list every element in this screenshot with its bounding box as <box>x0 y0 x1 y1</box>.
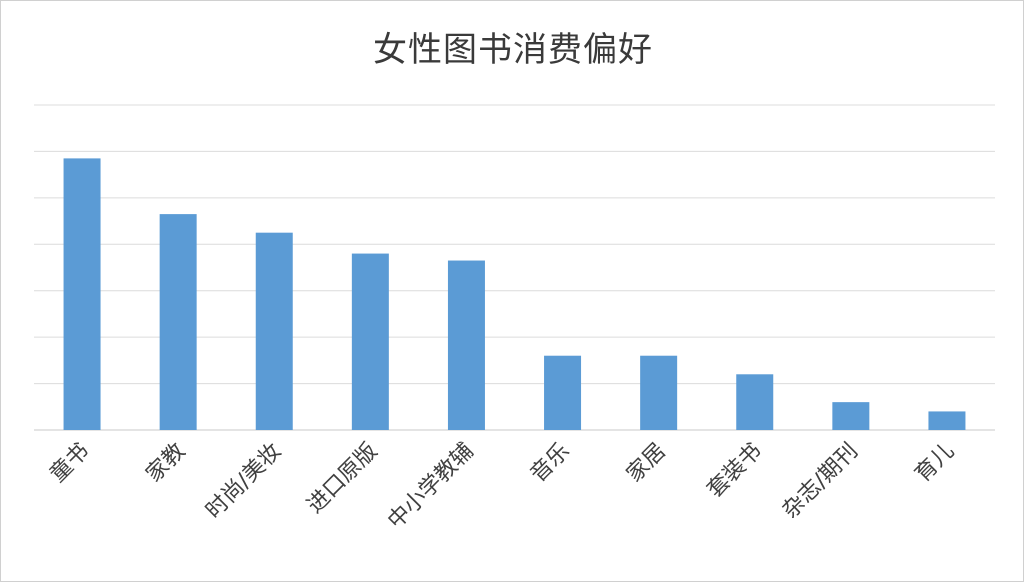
bar-4 <box>447 260 485 430</box>
x-tick-label: 育儿 <box>910 439 959 488</box>
x-tick-label: 童书 <box>45 439 94 488</box>
bar-7 <box>736 374 774 430</box>
x-tick-label: 家居 <box>622 439 671 488</box>
bar-3 <box>351 253 389 430</box>
bar-1 <box>159 214 197 430</box>
bar-0 <box>63 158 101 430</box>
x-tick-label: 进口原版 <box>303 439 383 519</box>
x-tick-label: 音乐 <box>526 439 575 488</box>
x-tick-label: 套装书 <box>703 439 767 503</box>
x-tick-label: 家教 <box>142 439 191 488</box>
bar-8 <box>832 402 870 430</box>
bar-5 <box>544 355 582 430</box>
bar-9 <box>928 411 966 430</box>
x-tick-label: 中小学教辅 <box>383 439 478 534</box>
x-tick-label: 杂志/期刊 <box>778 439 863 524</box>
bars <box>63 158 966 430</box>
chart-title: 女性图书消费偏好 <box>373 30 653 70</box>
x-tick-label: 时尚/美妆 <box>201 439 286 524</box>
x-tick-labels: 童书 家教 时尚/美妆 进口原版 中小学教辅 音乐 家居 套装书 杂志/期刊 育儿 <box>45 439 959 534</box>
bar-6 <box>640 355 678 430</box>
bar-2 <box>255 232 293 430</box>
